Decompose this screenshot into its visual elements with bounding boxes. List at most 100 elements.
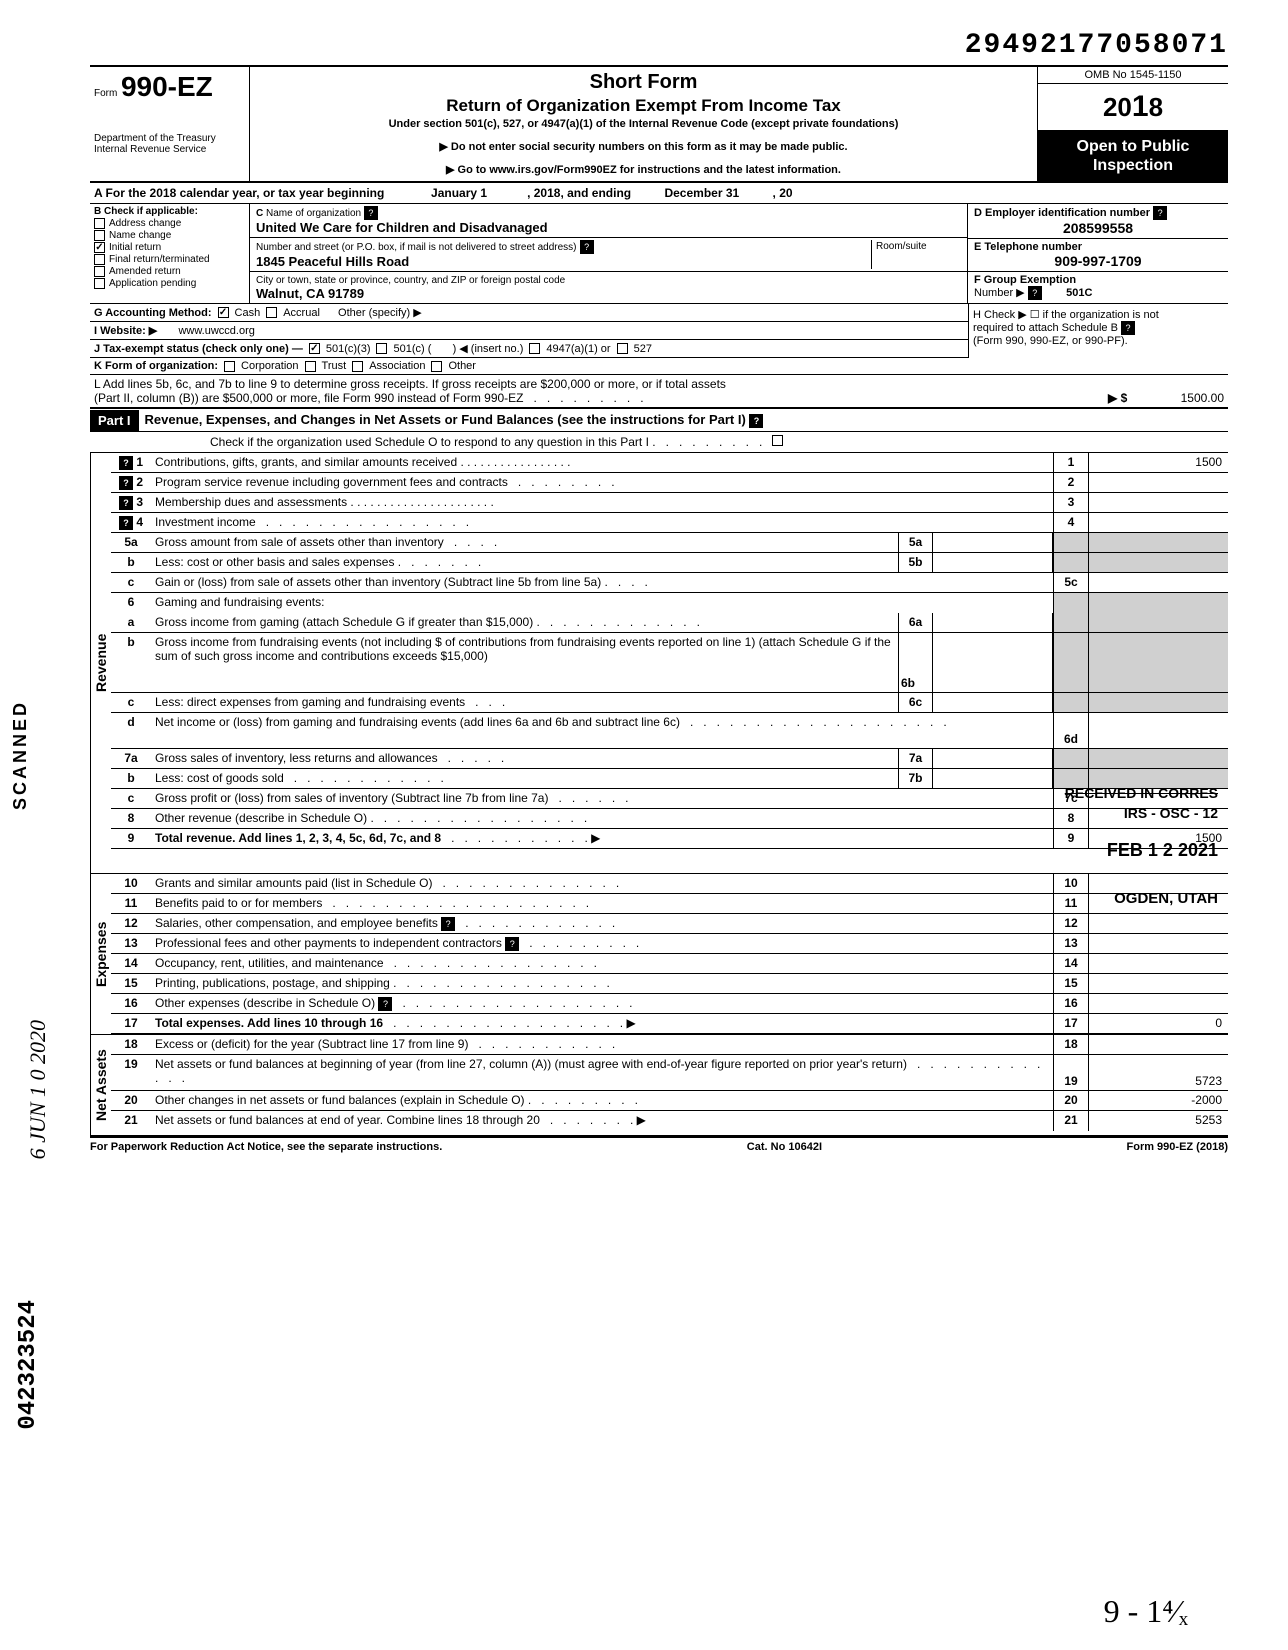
line-7b: b Less: cost of goods sold . . . . . . .…	[111, 769, 1228, 789]
room-label: Room/suite	[876, 241, 927, 252]
line-9: 9 Total revenue. Add lines 1, 2, 3, 4, 5…	[111, 829, 1228, 849]
cb-amended-return[interactable]: Amended return	[94, 266, 245, 277]
footer: For Paperwork Reduction Act Notice, see …	[90, 1137, 1228, 1153]
form-body: Revenue ? 1 Contributions, gifts, grants…	[90, 453, 1228, 1137]
line-19: 19Net assets or fund balances at beginni…	[111, 1055, 1228, 1091]
line-11: 11Benefits paid to or for members . . . …	[111, 894, 1228, 914]
line-5b: b Less: cost or other basis and sales ex…	[111, 553, 1228, 573]
line-7a: 7a Gross sales of inventory, less return…	[111, 749, 1228, 769]
cb-corporation[interactable]	[224, 361, 235, 372]
row-l: L Add lines 5b, 6c, and 7b to line 9 to …	[90, 375, 1228, 409]
side-code-stamp: 042323524	[15, 1300, 42, 1430]
website-value: www.uwccd.org	[178, 325, 254, 337]
line-1: ? 1 Contributions, gifts, grants, and si…	[111, 453, 1228, 473]
open-public-2: Inspection	[1040, 156, 1226, 175]
form-label: Form	[94, 88, 117, 99]
line-20: 20Other changes in net assets or fund ba…	[111, 1091, 1228, 1111]
org-name: United We Care for Children and Disadvan…	[256, 220, 548, 235]
line-6a: a Gross income from gaming (attach Sched…	[111, 613, 1228, 633]
line-5a: 5a Gross amount from sale of assets othe…	[111, 533, 1228, 553]
part-i-header: Part I Revenue, Expenses, and Changes in…	[90, 409, 1228, 432]
cb-cash[interactable]: ✓	[218, 307, 229, 318]
revenue-label: Revenue	[90, 453, 111, 873]
phone-value: 909-997-1709	[974, 253, 1222, 269]
footer-mid: Cat. No 10642I	[747, 1141, 822, 1153]
cb-trust[interactable]	[305, 361, 316, 372]
row-h-3: (Form 990, 990-EZ, or 990-PF).	[973, 335, 1224, 347]
line-13: 13Professional fees and other payments t…	[111, 934, 1228, 954]
line-7c: c Gross profit or (loss) from sales of i…	[111, 789, 1228, 809]
line-4: ? 4 Investment income . . . . . . . . . …	[111, 513, 1228, 533]
dept-treasury: Department of the Treasury	[94, 133, 245, 144]
cb-address-change[interactable]: Address change	[94, 218, 245, 229]
form-number: 990-EZ	[121, 71, 213, 102]
cb-final-return[interactable]: Final return/terminated	[94, 254, 245, 265]
instr-url: ▶ Go to www.irs.gov/Form990EZ for instru…	[258, 163, 1029, 176]
line-18: 18Excess or (deficit) for the year (Subt…	[111, 1035, 1228, 1055]
line-6c: c Less: direct expenses from gaming and …	[111, 693, 1228, 713]
line-5c: c Gain or (loss) from sale of assets oth…	[111, 573, 1228, 593]
cb-application-pending[interactable]: Application pending	[94, 278, 245, 289]
expenses-label: Expenses	[90, 874, 111, 1034]
section-f-label: F Group Exemption	[974, 274, 1076, 286]
row-a-tax-year: A For the 2018 calendar year, or tax yea…	[90, 183, 1228, 204]
line-15: 15Printing, publications, postage, and s…	[111, 974, 1228, 994]
handwritten-note: 9 - 1⁴⁄ₓ	[1104, 1593, 1188, 1630]
cb-initial-return[interactable]: ✓Initial return	[94, 242, 245, 253]
row-g: G Accounting Method: ✓Cash Accrual Other…	[90, 304, 968, 322]
line-8: 8 Other revenue (describe in Schedule O)…	[111, 809, 1228, 829]
row-i: I Website: ▶ www.uwccd.org	[90, 322, 968, 340]
omb-number: OMB No 1545-1150	[1038, 67, 1228, 84]
tax-year: 20201818	[1038, 84, 1228, 131]
line-3: ? 3 Membership dues and assessments . . …	[111, 493, 1228, 513]
open-public-1: Open to Public	[1040, 137, 1226, 156]
cb-schedule-o[interactable]	[772, 435, 783, 446]
line-10: 10Grants and similar amounts paid (list …	[111, 874, 1228, 894]
line-17: 17Total expenses. Add lines 10 through 1…	[111, 1014, 1228, 1034]
cb-association[interactable]	[352, 361, 363, 372]
net-assets-label: Net Assets	[90, 1035, 111, 1135]
row-h-1: H Check ▶ ☐ if the organization is not	[973, 308, 1224, 321]
line-6: 6 Gaming and fundraising events:	[111, 593, 1228, 613]
section-d-label: D Employer identification number	[974, 207, 1150, 219]
line-6b: b Gross income from fundraising events (…	[111, 633, 1228, 693]
line-16: 16Other expenses (describe in Schedule O…	[111, 994, 1228, 1014]
addr-label: Number and street (or P.O. box, if mail …	[256, 242, 577, 253]
schedule-o-check: Check if the organization used Schedule …	[90, 432, 1228, 453]
section-e-label: E Telephone number	[974, 241, 1082, 253]
line-14: 14Occupancy, rent, utilities, and mainte…	[111, 954, 1228, 974]
cb-other-org[interactable]	[431, 361, 442, 372]
row-k: K Form of organization: Corporation Trus…	[90, 358, 1228, 375]
side-date-stamp: 6 JUN 1 0 2020	[25, 1020, 51, 1159]
gross-receipts-value: 1500.00	[1181, 391, 1224, 405]
cb-527[interactable]	[617, 343, 628, 354]
section-c-label: C Name of organization ?	[256, 208, 378, 219]
line-6d: d Net income or (loss) from gaming and f…	[111, 713, 1228, 749]
line-12: 12Salaries, other compensation, and empl…	[111, 914, 1228, 934]
cb-4947[interactable]	[529, 343, 540, 354]
title-sub: Return of Organization Exempt From Incom…	[258, 96, 1029, 116]
title-main: Short Form	[258, 71, 1029, 94]
cb-name-change[interactable]: Name change	[94, 230, 245, 241]
section-f-label2: Number ▶	[974, 287, 1025, 299]
ein-value: 208599558	[974, 220, 1222, 236]
info-grid: B Check if applicable: Address change Na…	[90, 204, 1228, 304]
line-21: 21Net assets or fund balances at end of …	[111, 1111, 1228, 1131]
dept-irs: Internal Revenue Service	[94, 144, 245, 155]
cb-accrual[interactable]	[266, 307, 277, 318]
city-label: City or town, state or province, country…	[256, 275, 565, 286]
row-j: J Tax-exempt status (check only one) — ✓…	[90, 340, 968, 358]
form-header: Form 990-EZ Department of the Treasury I…	[90, 65, 1228, 183]
dln-number: 29492177058071	[90, 30, 1228, 61]
city-state-zip: Walnut, CA 91789	[256, 286, 364, 301]
footer-left: For Paperwork Reduction Act Notice, see …	[90, 1141, 442, 1153]
cb-501c3[interactable]: ✓	[309, 343, 320, 354]
footer-right: Form 990-EZ (2018)	[1127, 1141, 1228, 1153]
line-2: ? 2 Program service revenue including go…	[111, 473, 1228, 493]
street-address: 1845 Peaceful Hills Road	[256, 254, 409, 269]
group-exemption-value: 501C	[1066, 287, 1092, 299]
title-small: Under section 501(c), 527, or 4947(a)(1)…	[258, 118, 1029, 130]
row-h-2: required to attach Schedule B ?	[973, 321, 1224, 335]
cb-501c[interactable]	[376, 343, 387, 354]
section-b-header: B Check if applicable:	[94, 206, 245, 217]
